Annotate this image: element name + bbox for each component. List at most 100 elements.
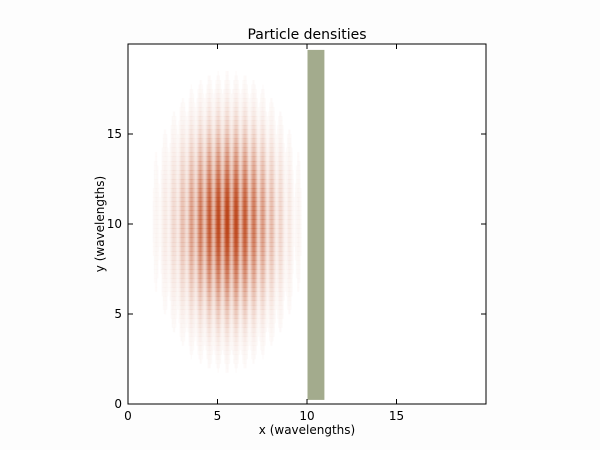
density-cell xyxy=(195,242,197,247)
density-cell xyxy=(199,125,202,130)
density-cell xyxy=(252,174,254,180)
density-cell xyxy=(174,260,177,265)
density-cell xyxy=(253,327,255,333)
density-cell xyxy=(223,179,225,184)
density-cell xyxy=(183,305,186,310)
density-cell xyxy=(251,314,253,319)
density-cell xyxy=(235,291,237,297)
density-cell xyxy=(174,228,177,234)
density-cell xyxy=(236,93,238,99)
density-cell xyxy=(247,242,250,247)
density-cell xyxy=(197,210,199,216)
density-cell xyxy=(180,300,182,306)
density-cell xyxy=(209,161,212,166)
density-cell xyxy=(202,129,205,135)
density-cell xyxy=(232,278,234,283)
density-cell xyxy=(204,188,206,193)
density-cell xyxy=(199,327,202,333)
density-cell xyxy=(201,291,204,297)
density-cell xyxy=(225,174,227,180)
density-cell xyxy=(187,224,189,229)
density-cell xyxy=(227,138,229,144)
density-cell xyxy=(179,206,181,211)
density-cell xyxy=(230,305,233,310)
density-cell xyxy=(232,282,234,288)
density-cell xyxy=(252,327,254,333)
density-cell xyxy=(208,183,210,189)
density-cell xyxy=(183,152,186,157)
density-cell xyxy=(180,233,182,238)
density-cell xyxy=(183,206,186,211)
density-cell xyxy=(244,89,246,94)
density-cell xyxy=(200,129,203,135)
density-cell xyxy=(239,152,242,157)
density-cell xyxy=(201,147,204,153)
density-cell xyxy=(249,233,252,238)
density-cell xyxy=(238,233,241,238)
density-cell xyxy=(217,125,219,130)
density-cell xyxy=(254,129,256,135)
density-cell xyxy=(228,269,231,274)
density-cell xyxy=(169,251,171,256)
density-cell xyxy=(237,291,240,297)
density-cell xyxy=(192,323,195,328)
density-cell xyxy=(200,318,203,324)
density-cell xyxy=(183,134,186,139)
density-cell xyxy=(177,165,179,171)
density-cell xyxy=(235,219,237,225)
density-cell xyxy=(256,183,259,189)
density-cell xyxy=(171,291,174,297)
density-cell xyxy=(236,206,238,211)
density-cell xyxy=(179,282,181,288)
density-cell xyxy=(225,116,227,121)
density-cell xyxy=(216,156,218,162)
density-cell xyxy=(252,152,254,157)
density-cell xyxy=(218,93,221,99)
density-cell xyxy=(214,269,216,274)
density-cell xyxy=(216,314,218,319)
density-cell xyxy=(227,246,229,252)
density-cell xyxy=(213,129,215,135)
density-cell xyxy=(208,233,210,238)
density-cell xyxy=(238,143,241,148)
density-cell xyxy=(169,246,171,252)
density-cell xyxy=(214,143,216,148)
density-cell xyxy=(238,282,241,288)
density-cell xyxy=(239,179,242,184)
density-cell xyxy=(199,93,202,99)
density-cell xyxy=(223,300,225,306)
density-cell xyxy=(243,327,245,333)
density-cell xyxy=(192,174,195,180)
density-cell xyxy=(198,125,200,130)
density-cell xyxy=(220,291,223,297)
density-cell xyxy=(192,318,195,324)
density-cell xyxy=(206,318,208,324)
density-cell xyxy=(234,201,236,207)
density-cell xyxy=(214,287,216,292)
density-cell xyxy=(189,327,191,333)
density-cell xyxy=(182,269,185,274)
density-cell xyxy=(219,309,222,315)
density-cell xyxy=(189,269,191,274)
density-cell xyxy=(207,102,209,108)
density-cell xyxy=(171,161,174,166)
density-cell xyxy=(239,246,242,252)
density-cell xyxy=(180,210,182,216)
density-cell xyxy=(221,323,224,328)
density-cell xyxy=(219,111,222,117)
density-cell xyxy=(242,170,244,175)
density-cell xyxy=(242,336,244,342)
density-cell xyxy=(211,323,214,328)
density-cell xyxy=(233,323,235,328)
density-cell xyxy=(244,147,246,153)
density-cell xyxy=(237,336,240,342)
density-cell xyxy=(190,197,193,202)
density-cell xyxy=(174,251,177,256)
density-cell xyxy=(216,98,218,103)
density-cell xyxy=(213,170,215,175)
density-cell xyxy=(214,318,216,324)
density-cell xyxy=(247,233,250,238)
density-cell xyxy=(177,188,179,193)
density-cell xyxy=(243,138,245,144)
density-cell xyxy=(181,314,184,319)
